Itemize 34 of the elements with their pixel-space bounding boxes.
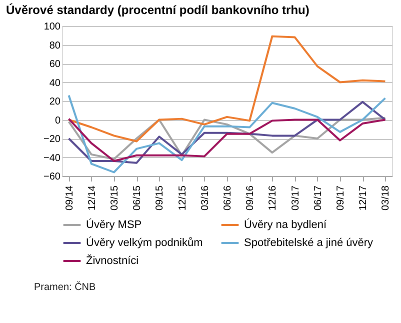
x-tick-label: 09/17	[336, 185, 347, 211]
x-tick-label: 06/16	[222, 185, 234, 211]
x-tick-label: 03/16	[200, 185, 211, 211]
line-series	[68, 94, 386, 174]
legend-label: Spotřebitelské a jiné úvěry	[244, 237, 374, 249]
y-tick-label: 80	[49, 40, 61, 52]
x-tick-label: 09/15	[154, 185, 166, 211]
legend-label: Úvěry MSP	[86, 218, 142, 231]
y-tick-label: 100	[44, 22, 61, 32]
x-tick-label: 06/15	[132, 185, 144, 211]
chart-title: Úvěrové standardy (procentní podíl bankovního trhu)	[6, 3, 310, 17]
text: Pramen: ČNB	[34, 281, 96, 293]
x-tick-label: 03/17	[290, 185, 302, 211]
x-tick-label: 06/17	[312, 185, 324, 211]
y-tick-label: −40	[44, 152, 61, 164]
x-tick-label: 03/15	[109, 185, 120, 211]
y-tick-label: 0	[54, 115, 61, 126]
legend-label: Úvěry na bydlení	[244, 218, 328, 231]
y-tick-label: −60	[44, 172, 61, 182]
line-series	[68, 100, 386, 164]
line-series	[68, 35, 386, 142]
legend-label: Úvěry velkým podnikům	[86, 236, 203, 249]
y-tick-label: −20	[44, 134, 61, 145]
x-tick-label: 12/16	[268, 185, 279, 211]
y-tick-label: 60	[49, 59, 61, 70]
y-tick-label: 20	[49, 96, 61, 108]
x-tick-label: 12/15	[177, 185, 188, 211]
x-tick-label: 09/14	[64, 185, 76, 211]
x-tick-label: 09/16	[245, 185, 256, 211]
x-tick-label: 12/17	[358, 185, 370, 211]
x-tick-label: 03/18	[380, 185, 392, 211]
x-tick-label: 12/14	[86, 185, 98, 211]
legend-label: Živnostníci	[86, 254, 139, 267]
y-tick-label: 40	[49, 78, 61, 89]
